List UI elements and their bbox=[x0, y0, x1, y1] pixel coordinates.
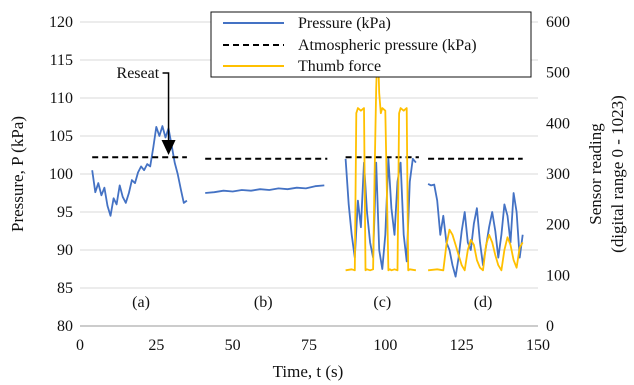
gridlines bbox=[80, 21, 538, 289]
x-tick-label: 125 bbox=[450, 337, 474, 354]
y-left-tick-label: 120 bbox=[49, 14, 73, 31]
annotations: (a) (b) (c) (d) Reseat bbox=[117, 65, 493, 311]
legend: Pressure (kPa) Atmospheric pressure (kPa… bbox=[210, 11, 532, 78]
series-line-segment bbox=[91, 125, 188, 217]
annotation-arrow-line bbox=[162, 72, 170, 141]
series-line-segment bbox=[428, 228, 524, 272]
y-left-tick-label: 90 bbox=[57, 242, 73, 259]
y-right-tick-label: 600 bbox=[546, 14, 570, 31]
panel-label: (d) bbox=[474, 294, 493, 311]
y-left-tick-label: 95 bbox=[57, 204, 73, 221]
series-atmospheric-pressure-kpa bbox=[92, 156, 523, 160]
series-line-segment bbox=[205, 184, 325, 194]
series-line-segment bbox=[345, 41, 417, 272]
series-line-segment bbox=[344, 157, 417, 270]
panel-label: (b) bbox=[254, 294, 273, 311]
y-axis-label-right-line1: Sensor reading bbox=[586, 123, 605, 225]
y-left-tick-label: 115 bbox=[50, 52, 73, 69]
y-right-tick-label: 200 bbox=[546, 217, 570, 234]
y-axis-label-right-line2: (digital range 0 - 1023) bbox=[608, 95, 627, 253]
legend-label-thumb-force: Thumb force bbox=[298, 58, 381, 75]
axes: 8085909510010511011512001002003004005006… bbox=[49, 14, 570, 354]
y-left-tick-label: 100 bbox=[49, 166, 73, 183]
annotation-reseat: Reseat bbox=[117, 65, 160, 82]
x-tick-label: 100 bbox=[373, 337, 397, 354]
x-tick-label: 150 bbox=[526, 337, 550, 354]
y-left-tick-label: 85 bbox=[57, 280, 73, 297]
x-tick-label: 50 bbox=[225, 337, 241, 354]
legend-label-atmospheric: Atmospheric pressure (kPa) bbox=[298, 37, 477, 54]
y-left-tick-label: 80 bbox=[57, 318, 73, 335]
y-axis-label-left: Pressure, P (kPa) bbox=[8, 116, 27, 232]
y-right-tick-label: 400 bbox=[546, 115, 570, 132]
y-right-tick-label: 500 bbox=[546, 65, 570, 82]
series-line-segment bbox=[427, 183, 524, 278]
y-left-tick-label: 110 bbox=[50, 90, 73, 107]
y-right-tick-label: 300 bbox=[546, 166, 570, 183]
panel-label: (a) bbox=[132, 294, 150, 311]
series-layer bbox=[91, 41, 524, 278]
panel-label: (c) bbox=[373, 294, 391, 311]
y-right-tick-label: 100 bbox=[546, 267, 570, 284]
x-tick-label: 75 bbox=[301, 337, 317, 354]
x-tick-label: 0 bbox=[76, 337, 84, 354]
series-thumb-force bbox=[345, 41, 524, 272]
annotation-arrow-head bbox=[161, 140, 176, 155]
legend-label-pressure: Pressure (kPa) bbox=[298, 15, 391, 32]
x-tick-label: 25 bbox=[148, 337, 164, 354]
x-axis-label: Time, t (s) bbox=[273, 362, 344, 381]
y-left-tick-label: 105 bbox=[49, 128, 73, 145]
y-right-tick-label: 0 bbox=[546, 318, 554, 335]
